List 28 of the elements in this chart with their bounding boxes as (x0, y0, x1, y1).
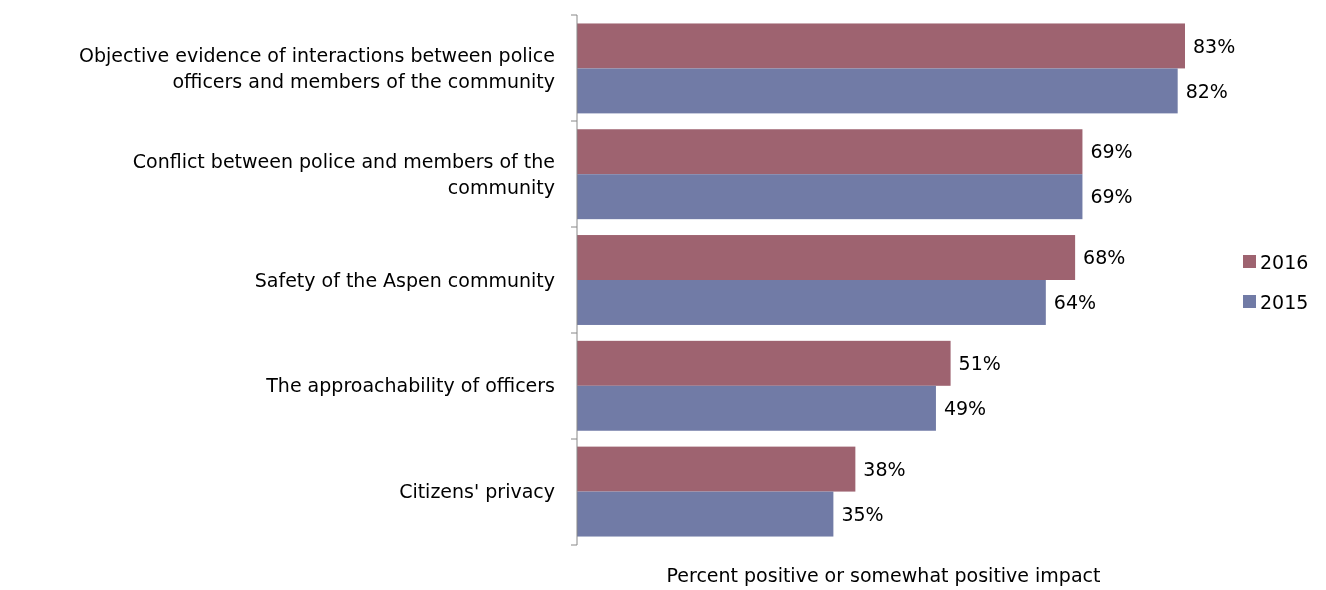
bar (577, 174, 1083, 220)
data-label: 83% (1193, 34, 1236, 57)
data-label: 68% (1083, 246, 1126, 269)
data-label: 64% (1053, 291, 1097, 314)
bar (577, 385, 936, 431)
data-label: 82% (1185, 79, 1228, 102)
data-label: 51% (958, 351, 1001, 374)
data-label: 49% (943, 396, 987, 419)
data-label: 69% (1090, 140, 1133, 163)
bar (577, 491, 834, 537)
bar (577, 340, 951, 386)
bar (577, 280, 1046, 325)
legend-label: 2015 (1260, 290, 1309, 313)
y-tick-label: Citizens' privacy (399, 480, 555, 503)
data-label: 35% (841, 502, 884, 525)
legend-label: 2016 (1260, 250, 1309, 273)
bar (577, 235, 1076, 280)
bar (577, 23, 1185, 69)
bar (577, 68, 1178, 114)
data-label: 69% (1090, 185, 1133, 208)
data-label: 38% (863, 457, 906, 480)
y-tick-label: The approachability of officers (265, 374, 555, 397)
bar (577, 446, 856, 492)
y-tick-label: Conflict between police and members of the community (132, 149, 555, 198)
y-tick-label: Objective evidence of interactions between police officers and members of the community (79, 44, 555, 93)
x-axis-title: Percent positive or somewhat positive impact (666, 564, 1101, 586)
y-tick-label: Safety of the Aspen community (254, 268, 555, 291)
bar (577, 129, 1083, 175)
